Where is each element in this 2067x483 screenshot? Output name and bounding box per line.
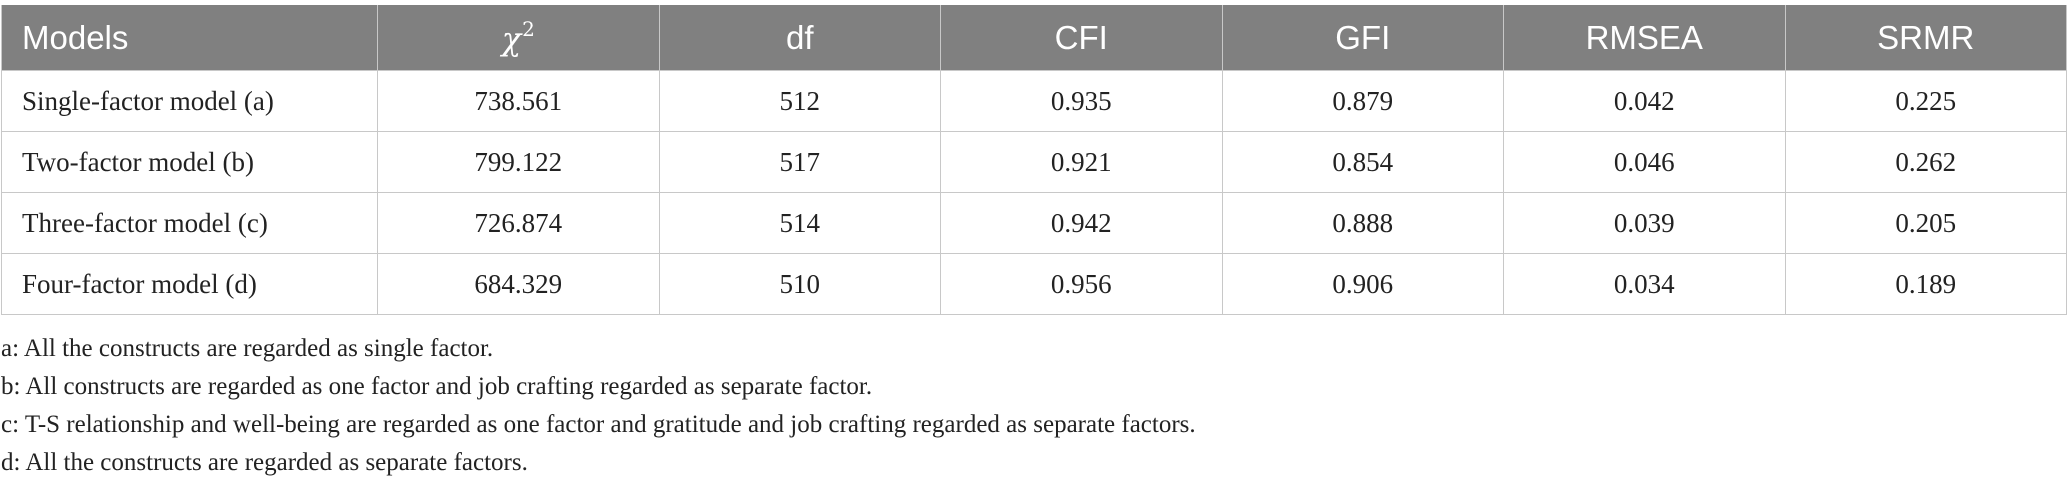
cell-model: Four-factor model (d) <box>1 253 378 315</box>
cell-df: 512 <box>658 70 941 132</box>
cell-srmr: 0.262 <box>1784 131 2067 193</box>
footnote-b: b: All constructs are regarded as one fa… <box>1 373 873 400</box>
cell-model: Three-factor model (c) <box>1 192 378 254</box>
header-rmsea: RMSEA <box>1503 5 1786 71</box>
chi-symbol: χ <box>501 20 522 58</box>
table-row: Two-factor model (b) 799.122 517 0.921 0… <box>1 131 2067 193</box>
cell-srmr: 0.205 <box>1784 192 2067 254</box>
cell-cfi: 0.921 <box>940 131 1223 193</box>
cell-chi-square: 684.329 <box>377 253 660 315</box>
header-models: Models <box>1 5 378 71</box>
footnote-c: c: T-S relationship and well-being are r… <box>1 411 1196 438</box>
cell-df: 514 <box>658 192 941 254</box>
cell-srmr: 0.189 <box>1784 253 2067 315</box>
cell-gfi: 0.906 <box>1221 253 1504 315</box>
cell-rmsea: 0.046 <box>1503 131 1786 193</box>
cell-df: 517 <box>658 131 941 193</box>
header-row: Models χ2 df CFI GFI RMSEA SRMR <box>1 5 2067 71</box>
cell-cfi: 0.942 <box>940 192 1223 254</box>
header-cfi: CFI <box>940 5 1223 71</box>
cell-cfi: 0.956 <box>940 253 1223 315</box>
cell-rmsea: 0.039 <box>1503 192 1786 254</box>
header-df: df <box>658 5 941 71</box>
table-row: Four-factor model (d) 684.329 510 0.956 … <box>1 253 2067 315</box>
table-container: Models χ2 df CFI GFI RMSEA SRMR Single-f… <box>1 5 2067 476</box>
footnote-d: d: All the constructs are regarded as se… <box>1 449 528 476</box>
header-chi-square: χ2 <box>377 5 660 71</box>
cell-cfi: 0.935 <box>940 70 1223 132</box>
model-fit-table: Models χ2 df CFI GFI RMSEA SRMR Single-f… <box>1 5 2067 315</box>
cell-chi-square: 799.122 <box>377 131 660 193</box>
table-header: Models χ2 df CFI GFI RMSEA SRMR <box>1 5 2067 71</box>
cell-model: Single-factor model (a) <box>1 70 378 132</box>
cell-srmr: 0.225 <box>1784 70 2067 132</box>
table-body: Single-factor model (a) 738.561 512 0.93… <box>1 70 2067 315</box>
cell-df: 510 <box>658 253 941 315</box>
table-row: Three-factor model (c) 726.874 514 0.942… <box>1 192 2067 254</box>
cell-gfi: 0.888 <box>1221 192 1504 254</box>
table-footnotes: a: All the constructs are regarded as si… <box>1 330 2061 482</box>
footnote-a: a: All the constructs are regarded as si… <box>1 335 494 362</box>
cell-gfi: 0.854 <box>1221 131 1504 193</box>
header-srmr: SRMR <box>1784 5 2067 71</box>
table-row: Single-factor model (a) 738.561 512 0.93… <box>1 70 2067 132</box>
header-gfi: GFI <box>1221 5 1504 71</box>
chi-superscript: 2 <box>522 17 535 41</box>
cell-chi-square: 738.561 <box>377 70 660 132</box>
cell-chi-square: 726.874 <box>377 192 660 254</box>
cell-model: Two-factor model (b) <box>1 131 378 193</box>
cell-rmsea: 0.034 <box>1503 253 1786 315</box>
cell-rmsea: 0.042 <box>1503 70 1786 132</box>
cell-gfi: 0.879 <box>1221 70 1504 132</box>
